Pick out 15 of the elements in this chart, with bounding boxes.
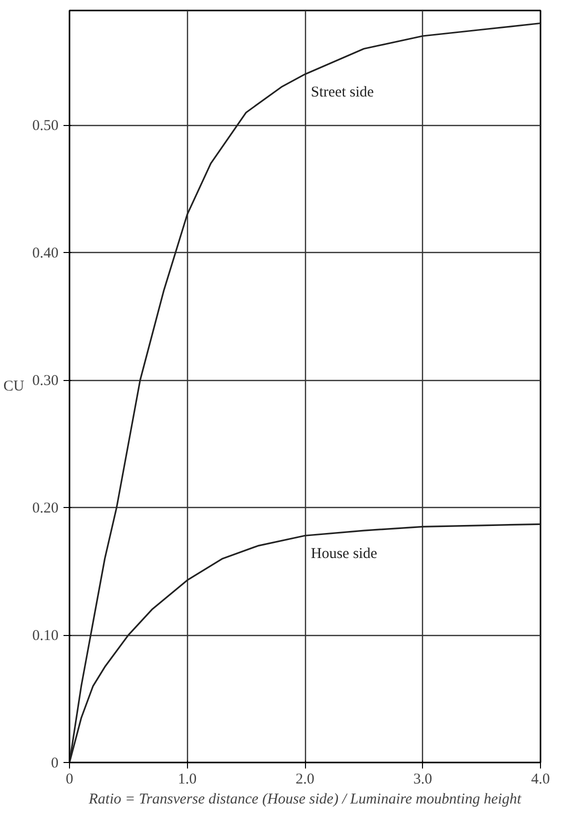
y-tick-label: 0.20 <box>32 500 58 517</box>
y-axis-title: CU <box>3 378 24 394</box>
y-tick-label: 0.40 <box>32 246 58 262</box>
y-tick-label: 0.10 <box>32 628 58 644</box>
series-label: Street side <box>310 84 374 100</box>
x-axis-title: Ratio = Transverse distance (House side) / Luminaire moubnting height <box>88 792 522 808</box>
y-tick-label: 0 <box>51 756 58 772</box>
y-tick-label: 0.30 <box>32 373 58 390</box>
x-tick-label: 4.0 <box>531 772 550 788</box>
x-tick-label: 1.0 <box>178 772 197 788</box>
series-label: House side <box>310 546 378 562</box>
x-tick-label: 3.0 <box>413 772 432 788</box>
x-tick-label: 2.0 <box>296 772 314 788</box>
y-tick-label: 0.50 <box>32 118 58 134</box>
x-tick-label: 0 <box>66 772 74 788</box>
